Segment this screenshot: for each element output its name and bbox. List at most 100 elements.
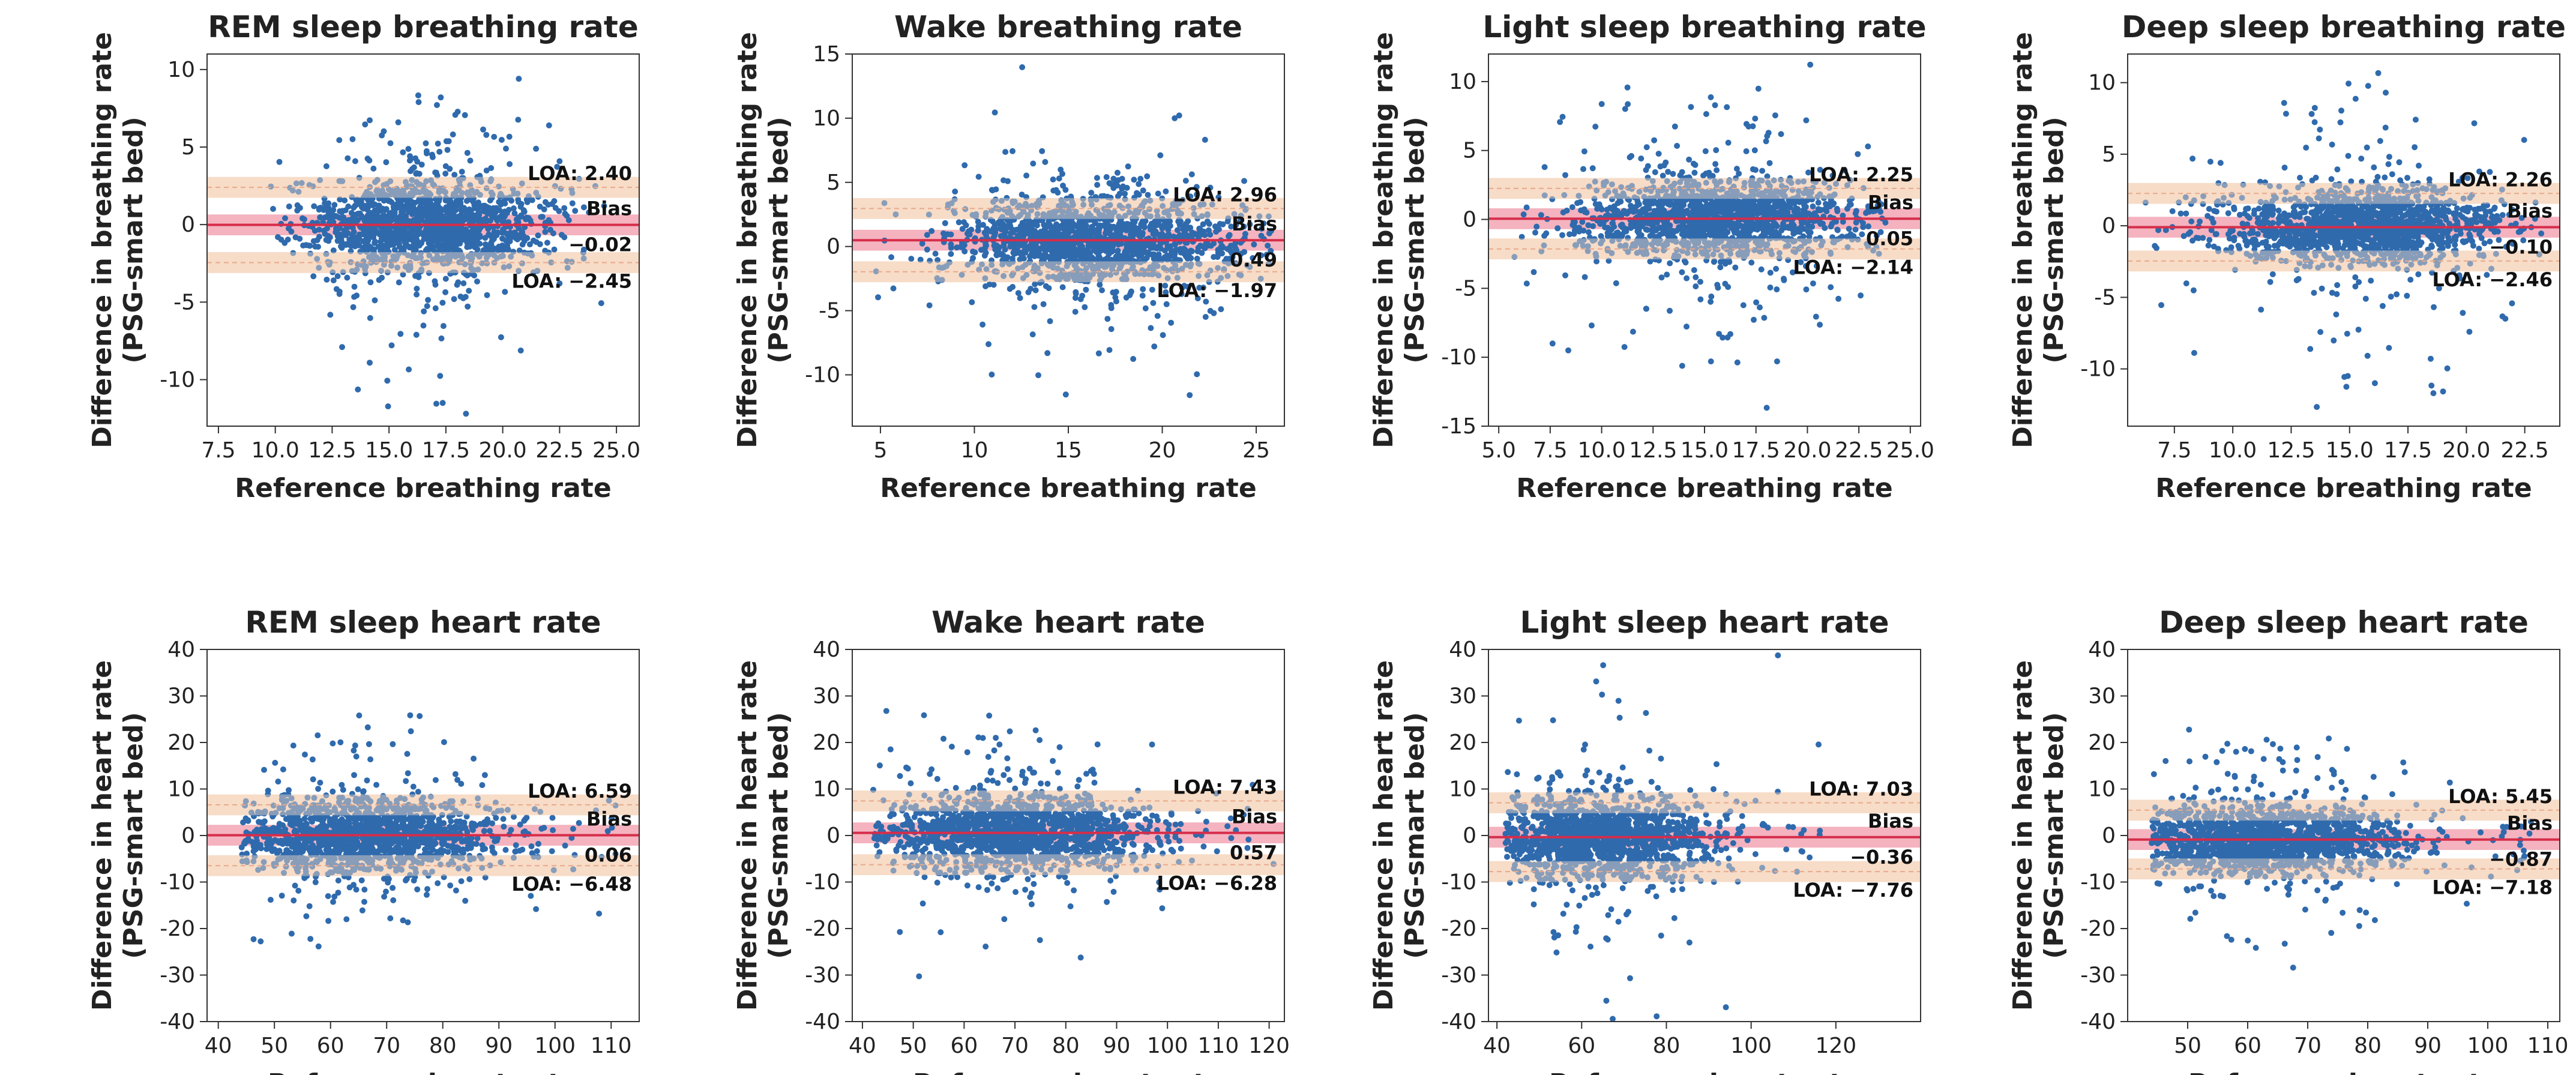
data-point bbox=[321, 195, 328, 202]
data-point bbox=[989, 262, 995, 268]
data-point bbox=[376, 277, 382, 283]
data-point bbox=[468, 271, 475, 277]
data-point bbox=[1755, 85, 1762, 92]
data-point bbox=[1717, 259, 1724, 265]
x-tick-label: 17.5 bbox=[1732, 438, 1780, 463]
data-point bbox=[425, 297, 432, 303]
data-point bbox=[466, 206, 472, 213]
data-point bbox=[1697, 279, 1703, 285]
y-tick-label: 0 bbox=[826, 235, 840, 259]
data-point bbox=[459, 169, 465, 175]
data-point bbox=[423, 202, 430, 208]
data-point bbox=[1015, 290, 1022, 297]
data-point bbox=[367, 244, 374, 250]
data-point bbox=[1852, 226, 1859, 233]
data-point bbox=[1194, 371, 1200, 378]
data-point bbox=[381, 242, 388, 249]
data-point bbox=[580, 204, 587, 211]
data-point bbox=[292, 234, 299, 241]
data-point bbox=[370, 165, 377, 172]
data-point bbox=[1019, 64, 1026, 70]
data-point bbox=[1751, 147, 1758, 154]
data-point bbox=[940, 264, 947, 271]
data-point bbox=[975, 173, 982, 180]
data-point bbox=[948, 231, 954, 238]
x-axis-label: Reference breathing rate bbox=[880, 473, 1256, 504]
data-point bbox=[1549, 340, 1556, 347]
data-point bbox=[1126, 209, 1133, 215]
data-point bbox=[1098, 273, 1105, 280]
data-point bbox=[1196, 260, 1203, 267]
data-point bbox=[493, 205, 499, 211]
data-point bbox=[437, 373, 444, 379]
scatter-points bbox=[2142, 70, 2545, 410]
data-point bbox=[1628, 152, 1635, 159]
data-point bbox=[333, 286, 340, 292]
data-point bbox=[1179, 265, 1185, 272]
data-point bbox=[998, 216, 1005, 223]
data-point bbox=[444, 146, 451, 153]
data-point bbox=[433, 205, 439, 211]
data-point bbox=[417, 228, 423, 235]
data-point bbox=[1070, 222, 1076, 229]
data-point bbox=[1250, 255, 1256, 261]
plot-frame bbox=[206, 53, 640, 427]
data-point bbox=[516, 268, 522, 274]
data-point bbox=[369, 202, 376, 208]
data-point bbox=[1619, 211, 1625, 217]
upper-loa-label: LOA: 2.40 bbox=[528, 162, 632, 185]
data-point bbox=[503, 238, 510, 244]
data-point bbox=[412, 155, 419, 161]
y-tick-label: -5 bbox=[1455, 276, 1476, 301]
data-point bbox=[1058, 232, 1065, 239]
data-point bbox=[289, 187, 296, 194]
upper-loa-label: LOA: 2.96 bbox=[1173, 183, 1277, 206]
data-point bbox=[1155, 251, 1162, 257]
data-point bbox=[419, 260, 426, 266]
data-point bbox=[881, 200, 888, 206]
data-point bbox=[403, 179, 409, 185]
data-point bbox=[1001, 242, 1007, 249]
data-point bbox=[421, 206, 427, 213]
data-point bbox=[351, 283, 358, 290]
data-point bbox=[561, 205, 568, 211]
data-point bbox=[972, 214, 979, 220]
data-point bbox=[399, 246, 405, 253]
data-point bbox=[948, 251, 954, 257]
data-point bbox=[1643, 167, 1649, 173]
data-point bbox=[407, 157, 414, 163]
data-point bbox=[356, 175, 363, 181]
data-point bbox=[975, 218, 981, 225]
data-point bbox=[483, 215, 489, 222]
data-point bbox=[1062, 391, 1069, 398]
data-point bbox=[1226, 232, 1233, 238]
data-point bbox=[519, 180, 525, 187]
chart-panel: 7.5 10.0 12.5 15.0 17.5 20.0 22.5 25.01050-5-10… bbox=[87, 10, 640, 504]
data-point bbox=[1260, 220, 1267, 227]
data-point bbox=[1530, 269, 1537, 276]
band-overlay bbox=[1488, 178, 1921, 260]
y-tick-label: 10 bbox=[813, 106, 840, 131]
data-point bbox=[1218, 306, 1224, 313]
data-point bbox=[1074, 259, 1080, 265]
data-point bbox=[450, 131, 456, 137]
data-point bbox=[1708, 94, 1714, 100]
data-point bbox=[990, 282, 997, 288]
data-point bbox=[1781, 276, 1787, 282]
data-point bbox=[1006, 260, 1013, 267]
data-point bbox=[1142, 198, 1149, 205]
data-point bbox=[1112, 232, 1119, 238]
data-point bbox=[307, 242, 313, 249]
data-point bbox=[336, 137, 343, 143]
data-point bbox=[1178, 211, 1184, 217]
data-point bbox=[1024, 203, 1031, 209]
data-point bbox=[451, 172, 458, 178]
data-point bbox=[1108, 302, 1115, 309]
data-point bbox=[1035, 197, 1042, 204]
data-point bbox=[400, 271, 406, 278]
data-point bbox=[1215, 194, 1222, 200]
data-point bbox=[461, 207, 468, 214]
data-point bbox=[1120, 183, 1127, 190]
data-point bbox=[432, 305, 439, 312]
data-point bbox=[414, 170, 420, 176]
